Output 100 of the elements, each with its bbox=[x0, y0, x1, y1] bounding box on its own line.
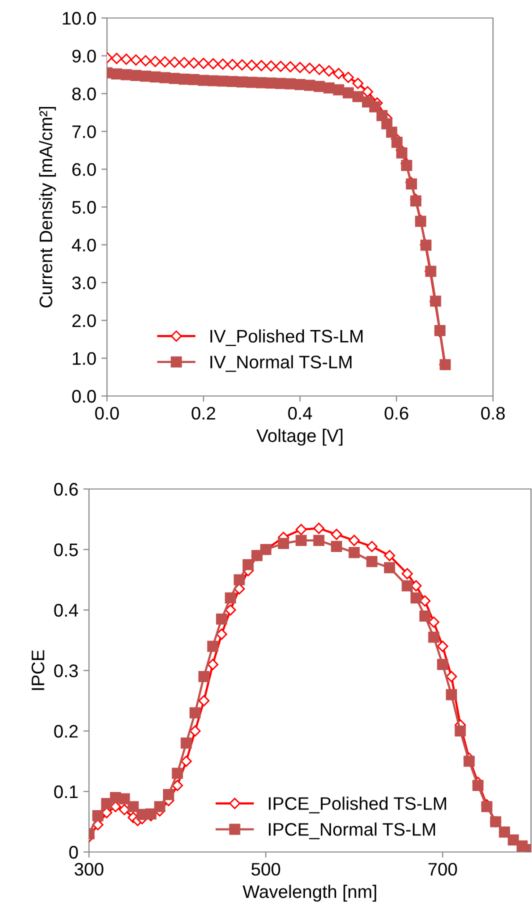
point bbox=[180, 756, 192, 767]
y-tick-label: 3.0 bbox=[72, 276, 96, 290]
x-tick-label: 500 bbox=[251, 862, 280, 876]
point bbox=[313, 534, 324, 546]
point bbox=[172, 780, 184, 792]
point bbox=[428, 616, 440, 628]
y-tick-label: 2.0 bbox=[72, 314, 96, 328]
legend-label: IPCE_Polished TS-LM bbox=[268, 796, 446, 814]
point bbox=[236, 59, 248, 70]
point bbox=[226, 58, 238, 70]
point bbox=[180, 738, 192, 749]
point bbox=[352, 91, 364, 102]
point bbox=[140, 70, 152, 82]
point bbox=[296, 534, 307, 546]
point bbox=[330, 540, 342, 552]
point bbox=[342, 87, 354, 98]
point bbox=[207, 640, 218, 652]
point bbox=[172, 768, 183, 779]
point bbox=[189, 725, 201, 737]
point bbox=[296, 524, 307, 536]
point bbox=[242, 559, 254, 570]
point bbox=[284, 78, 296, 90]
point bbox=[304, 62, 316, 74]
point bbox=[92, 810, 104, 822]
point bbox=[246, 60, 258, 71]
point bbox=[384, 550, 396, 562]
y-tick-label: 0.4 bbox=[54, 604, 78, 617]
point bbox=[333, 84, 344, 96]
point bbox=[168, 56, 180, 68]
point bbox=[436, 640, 448, 652]
y-axis-title: Current Density [mA/cm²] bbox=[39, 106, 56, 308]
point bbox=[352, 78, 364, 89]
x-tick-label: 0.6 bbox=[384, 406, 408, 420]
point bbox=[348, 546, 360, 558]
point bbox=[396, 147, 408, 158]
point bbox=[217, 76, 228, 87]
point bbox=[446, 670, 458, 682]
x-axis-title: Voltage [V] bbox=[256, 428, 342, 446]
point bbox=[369, 101, 380, 112]
point bbox=[208, 75, 219, 86]
y-tick-label: 5.0 bbox=[72, 200, 96, 214]
y-tick-label: 9.0 bbox=[72, 50, 96, 63]
point bbox=[159, 56, 171, 68]
point bbox=[198, 58, 210, 69]
point bbox=[278, 538, 290, 550]
point bbox=[348, 534, 360, 546]
y-tick-label: 4.0 bbox=[72, 238, 96, 252]
y-tick-label: 0 bbox=[69, 846, 78, 859]
point bbox=[207, 658, 218, 670]
y-tick-label: 0.2 bbox=[54, 724, 78, 738]
point bbox=[120, 54, 132, 65]
point bbox=[428, 632, 440, 643]
point bbox=[384, 562, 396, 574]
point bbox=[150, 56, 161, 68]
x-tick-label: 700 bbox=[428, 862, 457, 876]
point bbox=[402, 568, 413, 580]
x-tick-label: 0.0 bbox=[95, 406, 119, 420]
point bbox=[256, 60, 268, 72]
point bbox=[145, 808, 156, 820]
point bbox=[234, 574, 245, 586]
point bbox=[216, 628, 228, 640]
point bbox=[314, 64, 325, 76]
point bbox=[154, 801, 166, 812]
point bbox=[178, 57, 190, 68]
point bbox=[323, 65, 335, 77]
point bbox=[464, 756, 475, 767]
point bbox=[446, 689, 457, 700]
point bbox=[217, 58, 228, 70]
point bbox=[275, 60, 286, 72]
y-tick-label: 10.0 bbox=[62, 12, 96, 25]
x-tick-label: 300 bbox=[74, 862, 104, 876]
point bbox=[224, 604, 236, 616]
y-tick-label: 0.3 bbox=[54, 664, 78, 678]
point bbox=[265, 60, 277, 72]
legend-label: IV_Normal TS-LM bbox=[210, 355, 352, 372]
y-tick-label: 8.0 bbox=[72, 88, 96, 100]
point bbox=[391, 136, 403, 148]
y-tick-label: 0.0 bbox=[72, 390, 96, 403]
point bbox=[190, 707, 201, 718]
point bbox=[294, 62, 306, 74]
y-tick-label: 0.6 bbox=[54, 482, 78, 496]
point bbox=[366, 556, 378, 568]
point bbox=[362, 86, 374, 98]
point bbox=[188, 57, 200, 69]
point bbox=[437, 658, 448, 670]
point bbox=[284, 61, 296, 72]
point bbox=[118, 793, 130, 804]
y-axis-title: IPCE bbox=[32, 650, 44, 690]
point bbox=[472, 780, 484, 792]
point bbox=[216, 614, 228, 625]
point bbox=[111, 52, 122, 64]
point bbox=[342, 72, 354, 83]
point bbox=[159, 72, 170, 84]
point bbox=[304, 80, 316, 91]
point bbox=[330, 528, 342, 540]
point bbox=[150, 71, 161, 83]
y-tick-label: 1.0 bbox=[72, 352, 96, 365]
x-tick-label: 0.2 bbox=[192, 406, 216, 420]
y-tick-label: 6.0 bbox=[72, 163, 96, 176]
point bbox=[419, 610, 430, 622]
